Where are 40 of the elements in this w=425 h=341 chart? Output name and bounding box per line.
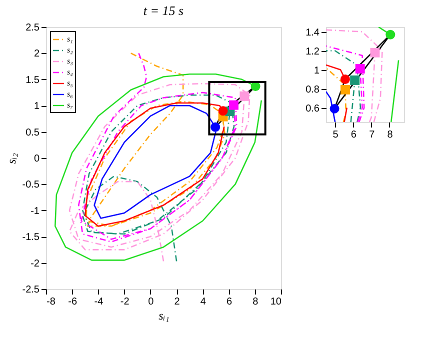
y-tick-label: 1: [34, 101, 40, 112]
x-tick-label: 0: [148, 296, 154, 308]
x-tick-label: 6: [350, 130, 357, 140]
y-tick-label: 1.2: [306, 46, 320, 58]
x-tick-label: -6: [68, 296, 78, 308]
y-axis-title: sᵢ₂: [4, 153, 18, 164]
x-tick-label: 4: [200, 296, 206, 308]
x-tick-label: 7: [369, 130, 376, 140]
x-tick-label: -4: [94, 296, 104, 308]
legend-label: s₄: [67, 68, 74, 76]
legend-label: s₇: [67, 100, 74, 110]
legend-label: s₅: [67, 78, 74, 88]
y-tick-label: -1.5: [22, 232, 40, 244]
legend-label: s₁: [67, 34, 74, 44]
y-tick-label: -1: [30, 206, 40, 217]
legend-label: s₆: [67, 90, 74, 98]
y-tick-label: 1: [314, 65, 320, 76]
x-tick-label: 10: [270, 296, 282, 308]
y-tick-label: -2: [30, 258, 40, 270]
x-axis-title: sᵢ₁: [158, 308, 170, 322]
y-tick-label: 2: [34, 48, 40, 60]
x-tick-label: 6: [226, 296, 232, 308]
x-tick-label: 5: [332, 130, 339, 140]
y-tick-label: 0.6: [306, 103, 320, 114]
legend-label: s₃: [67, 56, 74, 66]
x-tick-label: -2: [120, 296, 130, 308]
x-tick-label: 8: [387, 130, 394, 140]
x-tick-label: -8: [46, 296, 56, 308]
y-tick-label: 0.5: [26, 127, 40, 138]
y-tick-label: 1.4: [306, 27, 320, 38]
y-tick-label: 0: [34, 154, 40, 164]
y-tick-label: -0.5: [22, 180, 40, 191]
x-tick-label: 2: [174, 296, 180, 308]
legend-label: s₂: [67, 46, 74, 54]
y-tick-label: 1.5: [26, 74, 40, 86]
chart-title: t = 15 s: [143, 3, 184, 18]
y-tick-label: -2.5: [22, 284, 40, 296]
y-tick-label: 2.5: [26, 22, 40, 34]
y-tick-label: 0.8: [306, 84, 320, 96]
x-tick-label: 8: [252, 296, 259, 308]
